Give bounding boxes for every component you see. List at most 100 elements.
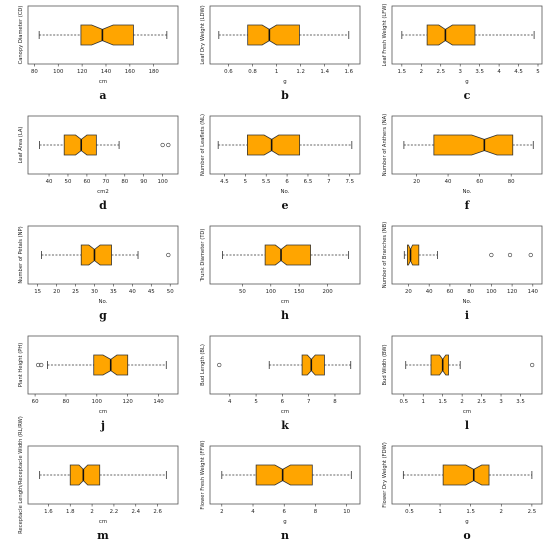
x-tick-label: 45 [148, 289, 155, 295]
notched-box [442, 464, 490, 486]
x-tick-label: 80 [63, 399, 70, 405]
x-tick-label: 50 [167, 289, 174, 295]
y-axis-label: Number of Branches (NB) [382, 222, 388, 288]
panel-letter: e [282, 199, 289, 212]
x-tick-label: 100 [53, 69, 64, 75]
panel-letter: b [281, 89, 289, 102]
x-axis-label: No. [99, 299, 108, 305]
boxplot-panel-m: 1.6 1.8 2 2.2 2.4 2.6 cm Receptacle Length/Rece… [18, 416, 179, 542]
plot-frame [391, 5, 543, 65]
x-tick-label: 60 [446, 289, 453, 295]
x-tick-label: 6 [281, 399, 285, 405]
notched-box [406, 244, 420, 266]
x-tick-label: 140 [153, 399, 164, 405]
x-tick-label: 1.5 [438, 399, 447, 405]
plot-frame [391, 445, 543, 505]
x-tick-label: 20 [405, 289, 412, 295]
panel-letter: m [97, 529, 109, 542]
boxplot-panel-l: 0.5 1 1.5 2 2.5 3 3.5 cm Bud Width (BW) l [382, 335, 543, 432]
boxplot-panel-i: 20 40 60 80 100 120 140 No. Number of Branches (… [382, 222, 543, 322]
boxplot-panel-c: 1.5 2 2.5 3 3.5 4 4.5 5 g Leaf Fresh Weight (LFW)… [382, 4, 543, 102]
y-axis-label: Number of Leaflets (NL) [200, 114, 206, 176]
x-tick-label: 6.5 [304, 179, 313, 185]
x-tick-label: 4.5 [220, 179, 229, 185]
x-tick-label: 4 [497, 69, 501, 75]
panel-letter: j [100, 419, 105, 432]
boxplot-panel-n: 2 4 6 8 10 g Flower Fresh Weight (FFW) n [200, 440, 361, 542]
x-tick-label: 140 [101, 69, 112, 75]
y-axis-label: Flower Fresh Weight (FFW) [200, 440, 206, 509]
x-tick-label: 2.2 [110, 509, 119, 515]
outlier-point [39, 362, 44, 368]
boxplot-panel-f: 20 40 60 80 No. Number of Anthers (NA) f [382, 114, 543, 212]
boxplot-panel-j: 60 80 100 120 140 cm Plant Height (PH) j [18, 335, 179, 432]
x-tick-label: 40 [445, 179, 452, 185]
x-tick-label: 2 [90, 509, 93, 515]
x-tick-label: 1 [438, 509, 441, 515]
x-axis-label: cm [99, 409, 107, 415]
plot-frame [27, 5, 179, 65]
panel-letter: n [281, 529, 289, 542]
x-tick-label: 2 [220, 509, 223, 515]
x-tick-label: 4 [228, 399, 232, 405]
y-axis-label: Plant Height (PH) [18, 343, 24, 388]
notched-box [247, 24, 300, 46]
plot-frame [209, 115, 361, 175]
boxplot-panel-d: 40 50 60 70 80 90 100 cm2 Leaf Area (LA) d [18, 115, 179, 212]
x-axis-label: g [283, 79, 286, 85]
boxplot-panel-g: 15 20 25 30 35 40 45 50 No. Number of Petals (NP)… [18, 225, 179, 322]
plot-frame [209, 335, 361, 395]
y-axis-label: Leaf Area (LA) [18, 127, 24, 164]
x-axis-label: No. [281, 189, 290, 195]
x-tick-label: 5 [254, 399, 257, 405]
notched-box [80, 24, 134, 46]
x-tick-label: 60 [476, 179, 483, 185]
x-tick-label: 20 [53, 289, 60, 295]
outlier-point [489, 252, 494, 258]
boxplot-panel-h: 50 100 150 200 cm Trunk Diameter (TD) h [200, 225, 361, 322]
x-tick-label: 1.8 [66, 509, 75, 515]
x-tick-label: 35 [110, 289, 117, 295]
notched-box [430, 354, 449, 376]
x-tick-label: 6 [283, 509, 287, 515]
plot-frame [27, 225, 179, 285]
x-tick-label: 1.5 [398, 69, 407, 75]
x-tick-label: 7.5 [345, 179, 354, 185]
x-tick-label: 5 [244, 179, 247, 185]
panel-letter: c [464, 89, 471, 102]
x-tick-label: 2.5 [477, 399, 486, 405]
y-axis-label: Receptacle Length/Receptacle Width (RL/R… [18, 416, 24, 534]
x-axis-label: No. [463, 189, 472, 195]
x-axis-label: cm [99, 79, 107, 85]
outlier-point [166, 142, 171, 148]
x-tick-label: 8 [314, 509, 318, 515]
x-tick-label: 160 [125, 69, 136, 75]
x-tick-label: 20 [413, 179, 420, 185]
x-axis-label: g [465, 79, 468, 85]
x-tick-label: 5.5 [262, 179, 271, 185]
outlier-point [528, 252, 533, 258]
x-tick-label: 2 [500, 509, 503, 515]
notched-box [426, 24, 476, 46]
y-axis-label: Bud Width (BW) [382, 344, 388, 385]
outlier-point [166, 252, 171, 258]
x-axis-label: g [465, 519, 468, 525]
x-tick-label: 30 [91, 289, 98, 295]
x-tick-label: 3.5 [475, 69, 484, 75]
x-tick-label: 6 [285, 179, 289, 185]
x-tick-label: 100 [266, 289, 277, 295]
y-axis-label: Flower Dry Weight (FDW) [382, 442, 388, 508]
x-axis-label: cm [281, 409, 289, 415]
x-tick-label: 100 [92, 399, 103, 405]
plot-frame [391, 335, 543, 395]
x-tick-label: 1.4 [320, 69, 329, 75]
y-axis-label: Leaf Dry Weight (LDW) [200, 5, 206, 64]
boxplot-panel-a: 80 100 120 140 160 180 cm Canopy Diameter (CD) a [18, 5, 179, 102]
x-tick-label: 180 [149, 69, 160, 75]
boxplot-panel-o: 0.5 1 1.5 2 2.5 g Flower Dry Weight (FDW) o [382, 442, 543, 542]
x-tick-label: 1.5 [466, 509, 475, 515]
x-tick-label: 0.5 [405, 509, 414, 515]
x-tick-label: 7 [327, 179, 330, 185]
x-tick-label: 50 [239, 289, 246, 295]
